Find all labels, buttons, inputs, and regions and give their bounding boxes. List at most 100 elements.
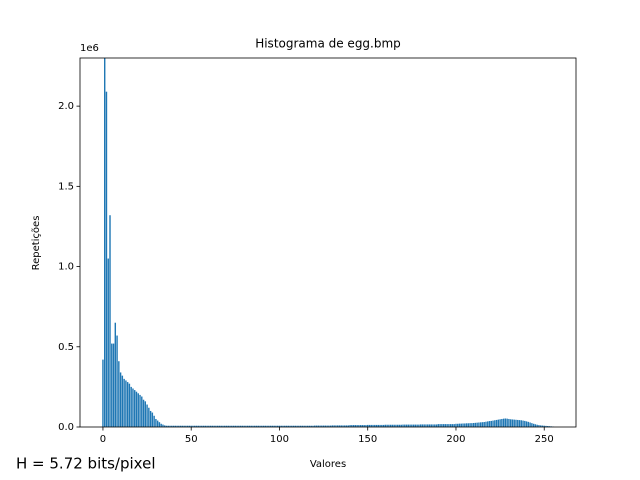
bar [381, 424, 383, 427]
bar [310, 425, 312, 427]
bar [425, 424, 427, 427]
bar [322, 425, 325, 427]
bar [257, 425, 259, 427]
bar [372, 424, 374, 427]
bar [476, 422, 478, 427]
bar [215, 425, 217, 427]
bar [301, 425, 304, 427]
bar [222, 425, 224, 427]
bar [506, 418, 508, 427]
bar [227, 425, 229, 427]
bar [151, 412, 154, 427]
bar [501, 418, 503, 427]
bar [135, 391, 138, 427]
x-tick-label: 50 [185, 434, 198, 445]
bar [213, 425, 215, 427]
bar [522, 420, 524, 427]
bar [296, 425, 298, 427]
bar [532, 423, 535, 427]
chart-title: Histograma de egg.bmp [255, 37, 401, 51]
bar [186, 425, 189, 427]
bar [543, 425, 545, 427]
bars [102, 58, 554, 427]
bar [254, 425, 256, 427]
bar [294, 425, 297, 427]
bar [405, 424, 408, 427]
bar [317, 425, 319, 427]
bar [363, 425, 365, 427]
bar [402, 424, 404, 427]
bar [245, 425, 247, 427]
bar [404, 424, 406, 427]
bar [273, 425, 275, 427]
bar [397, 424, 399, 427]
bar [262, 425, 265, 427]
bar [511, 419, 514, 427]
annotation: H = 5.72 bits/pixel [16, 455, 156, 473]
bar [497, 419, 500, 427]
bar [178, 425, 180, 427]
bar [105, 91, 108, 427]
bar [525, 421, 528, 427]
bar [266, 425, 268, 427]
bar [231, 425, 233, 427]
bar [541, 425, 544, 427]
bar [319, 425, 321, 427]
bar [367, 424, 369, 427]
bar [547, 426, 549, 427]
bar [109, 215, 111, 427]
bar [185, 425, 187, 427]
bar [153, 415, 155, 427]
bar [333, 425, 335, 427]
bar [382, 424, 385, 427]
bar [324, 425, 327, 427]
bar [338, 425, 341, 427]
bar [412, 424, 415, 427]
bar [467, 423, 470, 427]
bar [107, 258, 109, 427]
bar [141, 396, 143, 427]
bar [174, 425, 177, 427]
bar [524, 420, 526, 427]
bar [342, 425, 344, 427]
bar [282, 425, 284, 427]
bar [409, 424, 411, 427]
bar [142, 399, 145, 427]
x-tick-label: 150 [358, 434, 377, 445]
bar [116, 335, 118, 427]
bar [389, 424, 392, 427]
bar [164, 425, 166, 427]
bar [146, 404, 148, 427]
bar [264, 425, 267, 427]
bar [204, 425, 207, 427]
bar [119, 372, 122, 427]
bar [276, 425, 279, 427]
bar [285, 425, 288, 427]
bar [158, 422, 161, 427]
bar [314, 425, 316, 427]
bar [465, 423, 468, 427]
x-tick-label: 0 [100, 434, 106, 445]
bar [359, 425, 362, 427]
bar [365, 425, 367, 427]
bar [439, 424, 441, 427]
bar [303, 425, 305, 427]
bar [423, 424, 425, 427]
bar [284, 425, 286, 427]
bar [462, 423, 464, 427]
bar [393, 424, 395, 427]
bar [515, 419, 517, 427]
bar [194, 425, 196, 427]
bar [428, 424, 431, 427]
bar [368, 424, 371, 427]
bar [306, 425, 309, 427]
bar [139, 394, 141, 427]
bar [280, 425, 282, 427]
bar [411, 424, 413, 427]
bar [358, 425, 360, 427]
bar [179, 425, 182, 427]
bar [102, 359, 104, 427]
bar [337, 425, 339, 427]
